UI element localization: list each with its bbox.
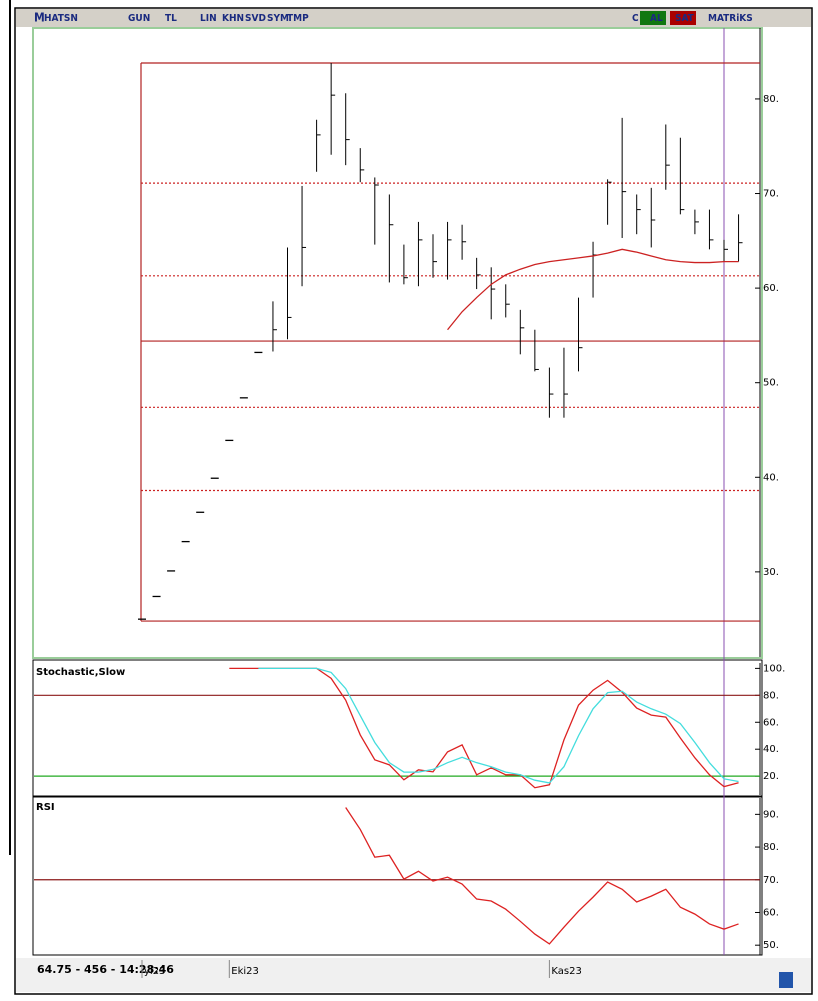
y-tick-label: 90. xyxy=(763,809,779,820)
y-tick-label: 30. xyxy=(763,567,779,578)
toolbar-item[interactable]: GUN xyxy=(128,13,150,24)
toolbar-item[interactable]: SVD xyxy=(245,13,266,24)
y-tick-label: 60. xyxy=(763,907,779,918)
toolbar-item[interactable]: HATSN xyxy=(44,13,78,24)
sell-button-bg[interactable] xyxy=(670,11,696,25)
toolbar xyxy=(16,9,811,27)
toolbar-item[interactable]: SAT xyxy=(675,13,695,24)
toolbar-item[interactable]: AL xyxy=(650,13,663,24)
rsi-panel xyxy=(32,796,763,956)
toolbar-item[interactable]: TL xyxy=(165,13,177,24)
y-tick-label: 80. xyxy=(763,690,779,701)
x-tick-label: yl23 xyxy=(144,966,165,977)
toolbar-item[interactable]: KHN xyxy=(222,13,244,24)
y-tick-label: 100. xyxy=(763,663,785,674)
panel-title: Stochastic,Slow xyxy=(36,667,125,678)
y-tick-label: 50. xyxy=(763,940,779,951)
toolbar-item[interactable]: M xyxy=(34,11,45,25)
panel-title: RSI xyxy=(36,802,55,813)
y-tick-label: 20. xyxy=(763,771,779,782)
toolbar-item[interactable]: TMP xyxy=(287,13,309,24)
y-tick-label: 60. xyxy=(763,283,779,294)
y-tick-label: 70. xyxy=(763,875,779,886)
status-bar xyxy=(16,958,811,992)
y-tick-label: 40. xyxy=(763,744,779,755)
buy-button-bg[interactable] xyxy=(640,11,666,25)
y-tick-label: 80. xyxy=(763,94,779,105)
toolbar-item[interactable]: MATRiKS xyxy=(708,13,753,24)
toolbar-item[interactable]: SYM xyxy=(267,13,289,24)
icon[interactable] xyxy=(779,972,793,988)
y-tick-label: 80. xyxy=(763,842,779,853)
toolbar-item[interactable]: C xyxy=(632,13,639,24)
series-line xyxy=(345,807,739,945)
status-text: 64.75 - 456 - 14:28:46 xyxy=(37,963,174,976)
series-line xyxy=(258,667,739,784)
series-line xyxy=(447,248,739,331)
y-tick-label: 60. xyxy=(763,717,779,728)
y-tick-label: 40. xyxy=(763,472,779,483)
y-tick-label: 70. xyxy=(763,189,779,200)
y-tick-label: 50. xyxy=(763,378,779,389)
toolbar-item[interactable]: LIN xyxy=(200,13,217,24)
x-tick-label: Eki23 xyxy=(231,966,259,977)
price-panel xyxy=(32,27,763,659)
x-tick-label: Kas23 xyxy=(551,966,581,977)
